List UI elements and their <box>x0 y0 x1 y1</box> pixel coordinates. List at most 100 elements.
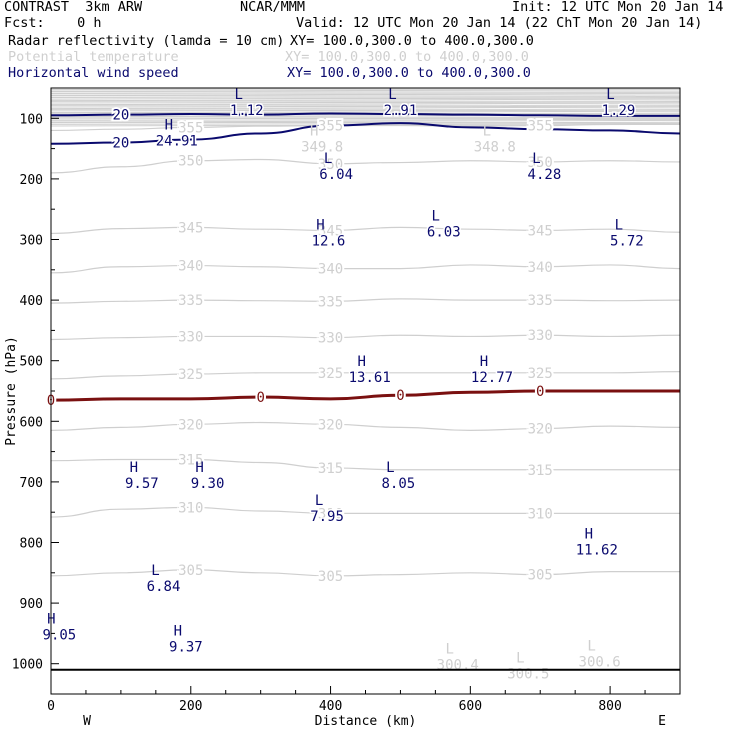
init-time: Init: 12 UTC Mon 20 Jan 14 <box>512 0 724 15</box>
extremum-value: 6.04 <box>319 167 353 183</box>
wind-contour-label: 20 <box>112 136 129 152</box>
extremum-marker: H <box>195 460 203 476</box>
x-tick-label: 200 <box>179 699 202 714</box>
x-tick-label: 800 <box>598 699 621 714</box>
extremum-marker: L <box>151 563 159 579</box>
theta-contour-label: 350 <box>178 154 203 170</box>
extremum-marker: H <box>480 354 488 370</box>
theta-contour-label: 345 <box>318 223 343 239</box>
legend-xy-theta: XY= 100.0,300.0 to 400.0,300.0 <box>285 49 529 65</box>
theta-contour-label: 305 <box>178 563 203 579</box>
y-tick-label: 700 <box>20 476 43 491</box>
extremum-marker: H <box>310 124 318 140</box>
theta-contour-stratosphere <box>50 92 681 95</box>
freezing-contour-label: 0 <box>536 384 544 400</box>
theta-contour-label: 350 <box>528 155 553 171</box>
theta-contour-stratosphere <box>50 110 681 114</box>
extremum-marker: L <box>386 460 394 476</box>
theta-contour-310 <box>50 506 680 518</box>
x-tick-label: 600 <box>459 699 482 714</box>
extremum-marker: H <box>316 217 324 233</box>
extremum-value: 300.6 <box>579 655 621 671</box>
legend-label-theta: Potential temperature <box>8 49 179 65</box>
theta-contour-stratosphere <box>50 119 681 123</box>
freezing-contour-label: 0 <box>396 388 404 404</box>
x-end-label-left: W <box>83 714 91 729</box>
wind-contour-label: 20 <box>112 108 129 124</box>
y-tick-label: 200 <box>20 173 43 188</box>
legend-xy-wind: XY= 100.0,300.0 to 400.0,300.0 <box>287 65 531 81</box>
extremum-value: 6.84 <box>147 579 181 595</box>
extremum-value: 300.4 <box>437 658 479 674</box>
theta-contour-stratosphere <box>50 98 681 102</box>
y-tick-label: 500 <box>20 355 43 370</box>
theta-contour-350 <box>50 158 681 174</box>
x-end-label-right: E <box>658 714 666 729</box>
theta-contour-330 <box>50 334 681 341</box>
theta-contour-label: 335 <box>318 294 343 310</box>
theta-contour-label: 340 <box>528 260 553 276</box>
extremum-marker: L <box>324 151 332 167</box>
extremum-value: 7.95 <box>310 509 344 525</box>
extremum-marker: L <box>234 87 242 103</box>
wind-contour-20 <box>50 112 680 117</box>
extremum-value: 348.8 <box>474 140 516 156</box>
theta-contour-label: 315 <box>318 461 343 477</box>
y-tick-label: 800 <box>20 537 43 552</box>
extremum-value: 9.57 <box>125 476 159 492</box>
theta-contour-stratosphere <box>50 96 681 98</box>
y-tick-label: 1000 <box>12 658 43 673</box>
theta-contour-label: 350 <box>318 157 343 173</box>
theta-contour-label: 310 <box>528 506 553 522</box>
y-tick-label: 300 <box>20 234 43 249</box>
x-tick-label: 400 <box>319 699 342 714</box>
theta-contour-label: 320 <box>528 422 553 438</box>
theta-contour-label: 325 <box>178 367 203 383</box>
theta-contour-label: 335 <box>528 293 553 309</box>
extremum-marker: L <box>483 124 491 140</box>
theta-contour-stratosphere <box>50 102 681 106</box>
x-axis-title: Distance (km) <box>315 714 417 729</box>
forecast-hour: Fcst: 0 h <box>4 15 102 31</box>
extremum-value: 11.62 <box>576 543 618 559</box>
extremum-value: 1.29 <box>602 103 636 119</box>
extremum-marker: H <box>165 117 173 133</box>
theta-contour-355 <box>50 123 680 132</box>
extremum-marker: L <box>587 639 595 655</box>
extremum-value: 1.12 <box>230 103 264 119</box>
theta-contour-label: 305 <box>318 569 343 585</box>
extremum-marker: L <box>606 87 614 103</box>
theta-contour-label: 330 <box>528 328 553 344</box>
theta-contour-305 <box>50 569 680 577</box>
extremum-value: 2.91 <box>384 103 418 119</box>
theta-contour-label: 355 <box>318 119 343 135</box>
extremum-value: 349.8 <box>301 140 343 156</box>
theta-contour-stratosphere <box>50 88 681 91</box>
extremum-value: 9.05 <box>43 627 77 643</box>
theta-contour-stratosphere <box>50 89 681 92</box>
theta-contour-stratosphere <box>50 101 681 104</box>
theta-contour-stratosphere <box>50 105 681 108</box>
theta-contour-stratosphere <box>50 97 681 100</box>
y-tick-label: 600 <box>20 415 43 430</box>
theta-contour-stratosphere <box>50 109 681 112</box>
theta-contour-335 <box>50 298 681 304</box>
theta-contour-label: 345 <box>178 220 203 236</box>
theta-contour-340 <box>50 264 681 274</box>
theta-contour-label: 310 <box>318 506 343 522</box>
y-tick-label: 400 <box>20 294 43 309</box>
valid-time: Valid: 12 UTC Mon 20 Jan 14 (22 ChT Mon … <box>296 15 703 31</box>
theta-contour-label: 355 <box>178 120 203 136</box>
y-tick-label: 100 <box>20 112 43 127</box>
extremum-marker: L <box>315 493 323 509</box>
theta-contour-label: 305 <box>528 568 553 584</box>
wind-contour-20 <box>50 122 681 145</box>
extremum-marker: L <box>432 208 440 224</box>
extremum-value: 12.77 <box>471 370 513 386</box>
theta-contour-325 <box>50 371 681 380</box>
extremum-value: 13.61 <box>349 370 391 386</box>
theta-contour-stratosphere <box>50 118 681 121</box>
theta-contour-label: 345 <box>528 223 553 239</box>
extremum-value: 9.37 <box>169 639 203 655</box>
